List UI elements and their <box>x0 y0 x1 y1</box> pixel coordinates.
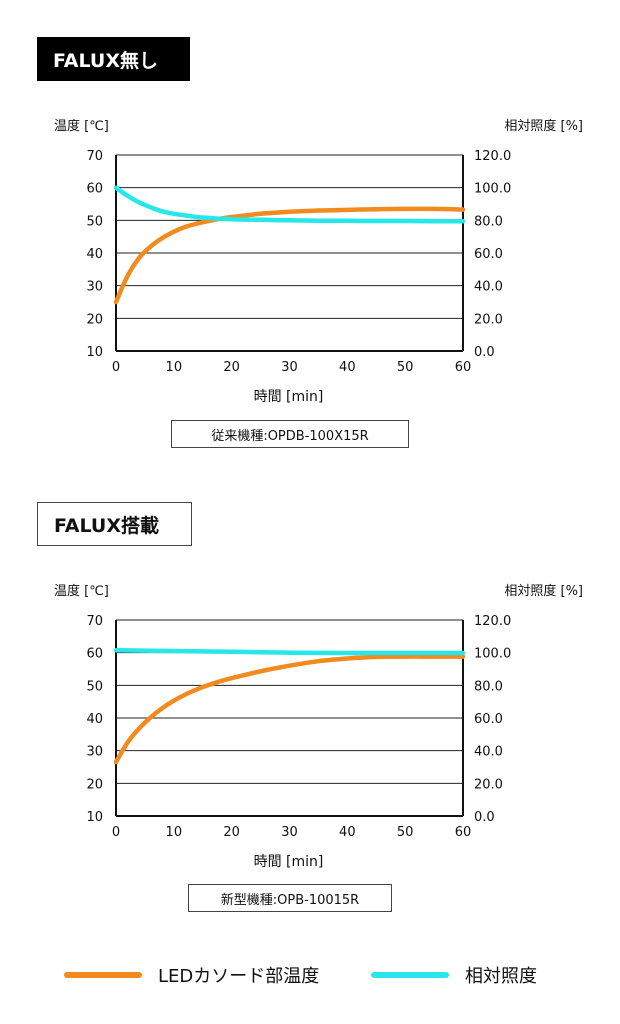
y-tick-label: 60 <box>86 182 103 197</box>
section-heading-falux-none: FALUX無し <box>37 37 190 81</box>
x-tick-label: 30 <box>281 360 298 375</box>
y-tick-label: 70 <box>86 149 103 164</box>
y2-tick-label: 40.0 <box>474 280 503 295</box>
chart-falux-none: 10 20 30 40 50 60 70 0.0 20.0 40.0 60.0 80.0 100.0 12… <box>54 118 583 405</box>
y-tick-label: 40 <box>86 712 103 727</box>
y2-axis-title: 相対照度 [%] <box>504 583 583 599</box>
chart-falux-equipped: 10 20 30 40 50 60 70 0.0 20.0 40.0 60.0 80.0 100.0 12… <box>54 583 583 870</box>
y-tick-label: 20 <box>86 312 103 327</box>
x-tick-label: 10 <box>166 825 183 840</box>
y-tick-label: 10 <box>86 810 103 825</box>
y2-axis-title: 相対照度 [%] <box>504 118 583 134</box>
x-tick-label: 40 <box>339 360 356 375</box>
y2-tick-label: 120.0 <box>474 614 511 629</box>
illuminance-series-line <box>113 185 466 224</box>
y2-tick-label: 120.0 <box>474 149 511 164</box>
x-tick-label: 0 <box>112 825 120 840</box>
section-heading-falux-equipped: FALUX搭載 <box>37 502 192 546</box>
x-tick-label: 10 <box>166 360 183 375</box>
y2-tick-label: 20.0 <box>474 777 503 792</box>
legend-item-illuminance: 相対照度 <box>371 958 537 992</box>
y2-tick-label: 60.0 <box>474 712 503 727</box>
legend-swatch-temperature <box>64 972 142 978</box>
legend-label-illuminance: 相対照度 <box>465 966 537 987</box>
x-tick-label: 20 <box>223 825 240 840</box>
x-tick-label: 0 <box>112 360 120 375</box>
y-tick-label: 50 <box>86 214 103 229</box>
y-tick-label: 10 <box>86 345 103 360</box>
legend: LEDカソード部温度 相対照度 <box>0 958 620 992</box>
legend-swatch-illuminance <box>371 972 449 978</box>
x-tick-label: 20 <box>223 360 240 375</box>
y-tick-label: 60 <box>86 647 103 662</box>
x-axis-title: 時間 [min] <box>254 389 324 405</box>
y2-tick-label: 100.0 <box>474 182 511 197</box>
caption-conventional-model: 従来機種:OPDB-100X15R <box>171 420 409 448</box>
x-tick-label: 60 <box>455 825 472 840</box>
y2-tick-label: 100.0 <box>474 647 511 662</box>
y-tick-label: 30 <box>86 280 103 295</box>
x-axis-title: 時間 [min] <box>254 854 324 870</box>
caption-new-model: 新型機種:OPB-10015R <box>188 884 392 912</box>
x-tick-label: 50 <box>397 825 414 840</box>
y2-tick-label: 80.0 <box>474 679 503 694</box>
y2-tick-label: 20.0 <box>474 312 503 327</box>
x-tick-label: 60 <box>455 360 472 375</box>
x-tick-label: 30 <box>281 825 298 840</box>
y-axis-title: 温度 [℃] <box>54 583 109 599</box>
legend-item-temperature: LEDカソード部温度 <box>64 958 319 992</box>
temperature-series-line <box>113 654 466 765</box>
y-tick-label: 70 <box>86 614 103 629</box>
illuminance-series-line <box>113 647 466 656</box>
y2-tick-label: 60.0 <box>474 247 503 262</box>
legend-label-temperature: LEDカソード部温度 <box>158 966 320 987</box>
y2-tick-label: 40.0 <box>474 745 503 760</box>
y-tick-label: 20 <box>86 777 103 792</box>
y2-tick-label: 0.0 <box>474 810 495 825</box>
x-tick-label: 50 <box>397 360 414 375</box>
y-tick-label: 30 <box>86 745 103 760</box>
x-tick-label: 40 <box>339 825 356 840</box>
y-tick-label: 40 <box>86 247 103 262</box>
y-tick-label: 50 <box>86 679 103 694</box>
y2-tick-label: 0.0 <box>474 345 495 360</box>
y2-tick-label: 80.0 <box>474 214 503 229</box>
y-axis-title: 温度 [℃] <box>54 118 109 134</box>
